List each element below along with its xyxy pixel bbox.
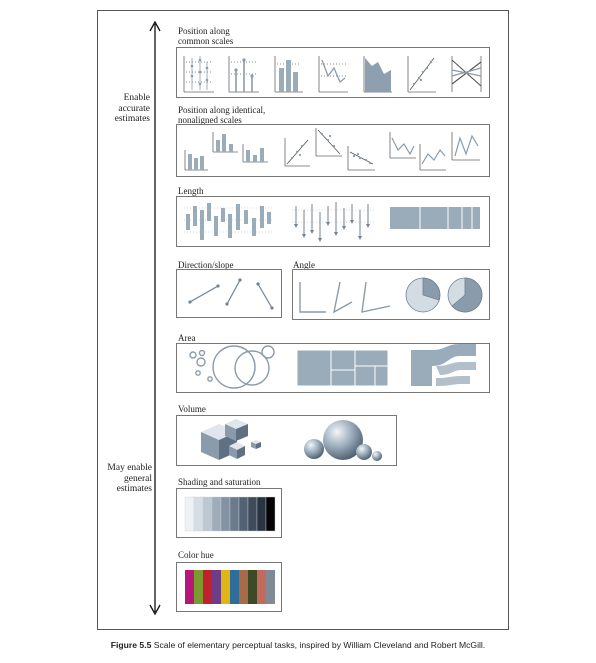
position-nonaligned-charts	[185, 128, 480, 170]
mini-cubes	[201, 419, 261, 460]
area-charts	[190, 344, 476, 388]
figure-label: Figure 5.5	[111, 640, 152, 650]
color-swatch	[221, 570, 230, 604]
mini-floating-bars	[184, 203, 274, 240]
mini-dot-chart	[348, 146, 375, 170]
color-swatch	[230, 497, 239, 531]
volume-charts	[201, 419, 382, 461]
mini-line-chart	[319, 56, 348, 92]
mini-slope-chart	[452, 56, 481, 92]
mini-bar-chart	[243, 144, 268, 162]
color-swatch	[194, 570, 203, 604]
length-charts	[184, 202, 480, 242]
color-swatch	[248, 570, 257, 604]
color-swatch	[257, 497, 266, 531]
hue-swatch-group	[185, 570, 275, 604]
color-swatch	[194, 497, 203, 531]
mini-line-chart	[390, 132, 416, 158]
mini-bubbles	[190, 346, 274, 388]
color-swatch	[239, 497, 248, 531]
mini-bar-chart	[185, 150, 208, 170]
mini-bar-chart	[213, 132, 238, 152]
color-swatch	[266, 497, 275, 531]
color-swatch	[203, 497, 212, 531]
caption-text: Scale of elementary perceptual tasks, in…	[154, 640, 485, 650]
mini-scatter-chart	[285, 138, 310, 166]
color-swatch	[239, 570, 248, 604]
color-swatch	[212, 497, 221, 531]
color-swatch	[257, 570, 266, 604]
color-swatch	[185, 570, 194, 604]
color-swatch	[266, 570, 275, 604]
shading-swatch-group	[185, 497, 275, 531]
angle-charts	[300, 278, 482, 312]
mini-line-chart	[420, 144, 446, 170]
mini-dot-strip	[184, 56, 214, 92]
color-swatch	[221, 497, 230, 531]
direction-charts	[188, 278, 273, 309]
color-swatch	[230, 570, 239, 604]
mini-bar-chart	[275, 56, 303, 92]
figure-caption: Figure 5.5 Scale of elementary perceptua…	[0, 640, 596, 650]
mini-treemap	[297, 350, 388, 386]
mini-pie-chart	[448, 278, 482, 312]
mini-range-bars	[292, 202, 376, 242]
color-swatch	[185, 497, 194, 531]
color-swatch	[212, 570, 221, 604]
scale-arrow	[150, 22, 160, 614]
mini-line-chart	[452, 132, 480, 160]
mini-pie-chart	[406, 278, 440, 312]
mini-sankey	[411, 344, 476, 386]
mini-area-chart	[364, 56, 392, 92]
mini-scatter-chart	[408, 56, 436, 92]
mini-stacked-bar	[390, 207, 480, 229]
color-swatch	[248, 497, 257, 531]
color-swatch	[203, 570, 212, 604]
mini-lollipop	[229, 56, 259, 92]
mini-scatter-chart	[316, 128, 342, 156]
mini-spheres	[304, 420, 382, 461]
position-common-charts	[184, 56, 481, 92]
